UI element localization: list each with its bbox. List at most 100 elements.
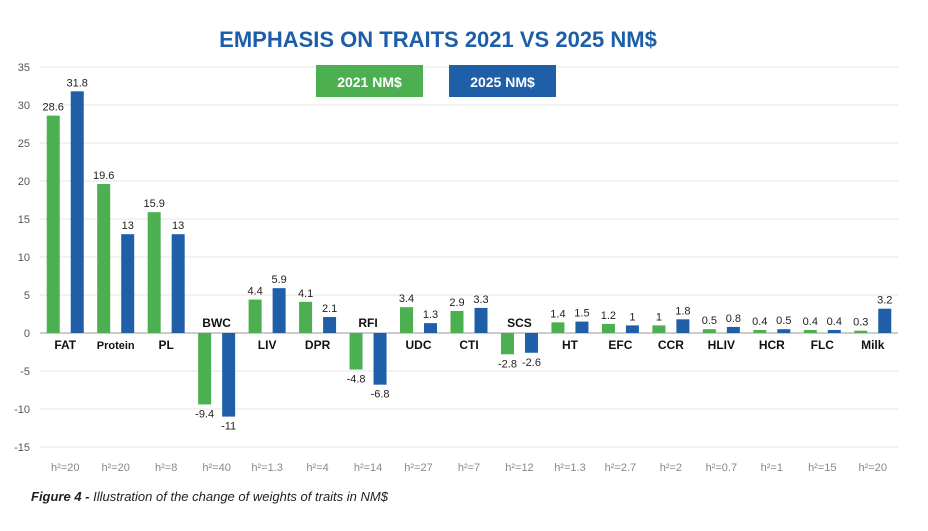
bar-2021-fat [46, 115, 60, 333]
heritability-label: h²=20 [101, 462, 129, 474]
heritability-label: h²=7 [458, 462, 480, 474]
heritability-label: h²=20 [51, 462, 79, 474]
bar-2025-dpr [323, 317, 337, 333]
bar-2021-flc [803, 329, 817, 333]
bar-2021-scs [500, 333, 514, 355]
heritability-label: h²=1.3 [554, 462, 586, 474]
bar-2025-hliv [726, 326, 740, 333]
legend-label: 2021 NM$ [337, 74, 402, 90]
value-label: 1.5 [574, 308, 589, 320]
legend-label: 2025 NM$ [470, 74, 535, 90]
value-label: 13 [172, 220, 184, 232]
value-label: -2.8 [498, 358, 517, 370]
category-label: HCR [759, 338, 785, 352]
category-label: SCS [507, 316, 532, 330]
heritability-label: h²=8 [155, 462, 177, 474]
y-tick-label: 30 [18, 100, 30, 112]
value-label: 28.6 [43, 102, 64, 114]
value-label: 0.3 [853, 317, 868, 329]
category-label: Protein [97, 340, 135, 352]
category-label: FLC [811, 338, 835, 352]
bar-2025-scs [524, 333, 538, 353]
value-label: 1.2 [601, 310, 616, 322]
category-label: LIV [258, 338, 277, 352]
value-label: 3.2 [877, 295, 892, 307]
y-tick-label: -10 [14, 404, 30, 416]
labels: 28.631.8FATh²=2019.613Proteinh²=2015.913… [43, 77, 893, 474]
value-label: 5.9 [271, 274, 286, 286]
chart-title: EMPHASIS ON TRAITS 2021 VS 2025 NM$ [219, 27, 657, 52]
legend: 2021 NM$ 2025 NM$ [316, 65, 556, 97]
value-label: 1.8 [675, 305, 690, 317]
value-label: -4.8 [347, 373, 366, 385]
value-label: 15.9 [143, 198, 164, 210]
legend-swatch-2025 [449, 65, 556, 97]
bar-2025-hcr [777, 329, 791, 333]
value-label: 4.1 [298, 288, 313, 300]
heritability-label: h²=14 [354, 462, 382, 474]
y-tick-label: -15 [14, 442, 30, 454]
category-label: HT [562, 338, 579, 352]
y-tick-label: 10 [18, 252, 30, 264]
heritability-label: h²=2.7 [605, 462, 637, 474]
bar-2021-cti [450, 310, 464, 333]
value-label: 3.3 [473, 294, 488, 306]
heritability-label: h²=4 [306, 462, 328, 474]
value-label: 1.3 [423, 309, 438, 321]
heritability-label: h²=20 [859, 462, 887, 474]
value-label: 1 [656, 311, 662, 323]
bar-2025-efc [625, 325, 639, 333]
legend-swatch-2021 [316, 65, 423, 97]
bar-2025-ht [575, 321, 589, 333]
category-label: CTI [459, 338, 478, 352]
bar-2021-bwc [198, 333, 212, 405]
bars [46, 91, 892, 417]
bar-2021-hcr [753, 329, 767, 333]
heritability-label: h²=1.3 [251, 462, 283, 474]
value-label: 0.5 [776, 315, 791, 327]
category-label: EFC [608, 338, 632, 352]
value-label: 4.4 [247, 286, 262, 298]
bar-2025-cti [474, 307, 488, 333]
y-axis: 35 30 25 20 15 10 5 0 -5 -10 -15 [14, 62, 30, 454]
bar-2021-efc [601, 323, 615, 333]
bar-2025-milk [878, 308, 892, 333]
y-tick-label: 15 [18, 214, 30, 226]
heritability-label: h²=15 [808, 462, 836, 474]
value-label: -9.4 [195, 408, 214, 420]
value-label: 1.4 [550, 308, 565, 320]
category-label: UDC [406, 338, 432, 352]
value-label: 3.4 [399, 293, 414, 305]
bar-2021-liv [248, 299, 262, 333]
value-label: 1 [629, 311, 635, 323]
heritability-label: h²=27 [404, 462, 432, 474]
value-label: -2.6 [522, 357, 541, 369]
value-label: 0.4 [752, 316, 767, 328]
bar-2025-pl [171, 234, 185, 333]
value-label: -11 [221, 421, 236, 433]
bar-2021-udc [400, 307, 414, 333]
bar-2021-milk [854, 330, 868, 333]
bar-2021-ccr [652, 325, 666, 333]
bar-2025-flc [827, 329, 841, 333]
category-label: BWC [202, 316, 231, 330]
bar-2025-protein [121, 234, 135, 333]
y-tick-label: 0 [24, 328, 30, 340]
heritability-label: h²=1 [761, 462, 783, 474]
heritability-label: h²=12 [505, 462, 533, 474]
gridlines [40, 66, 898, 448]
value-label: 13 [122, 220, 134, 232]
y-tick-label: 35 [18, 62, 30, 74]
category-label: PL [159, 338, 174, 352]
bar-2025-bwc [222, 333, 236, 417]
caption-label: Figure 4 - [31, 489, 90, 504]
bar-2021-ht [551, 322, 565, 333]
bar-2021-rfi [349, 333, 363, 370]
category-label: DPR [305, 338, 331, 352]
value-label: 0.4 [827, 316, 842, 328]
category-label: Milk [861, 338, 885, 352]
y-tick-label: 20 [18, 176, 30, 188]
bar-2025-liv [272, 288, 286, 333]
value-label: 0.4 [803, 316, 818, 328]
